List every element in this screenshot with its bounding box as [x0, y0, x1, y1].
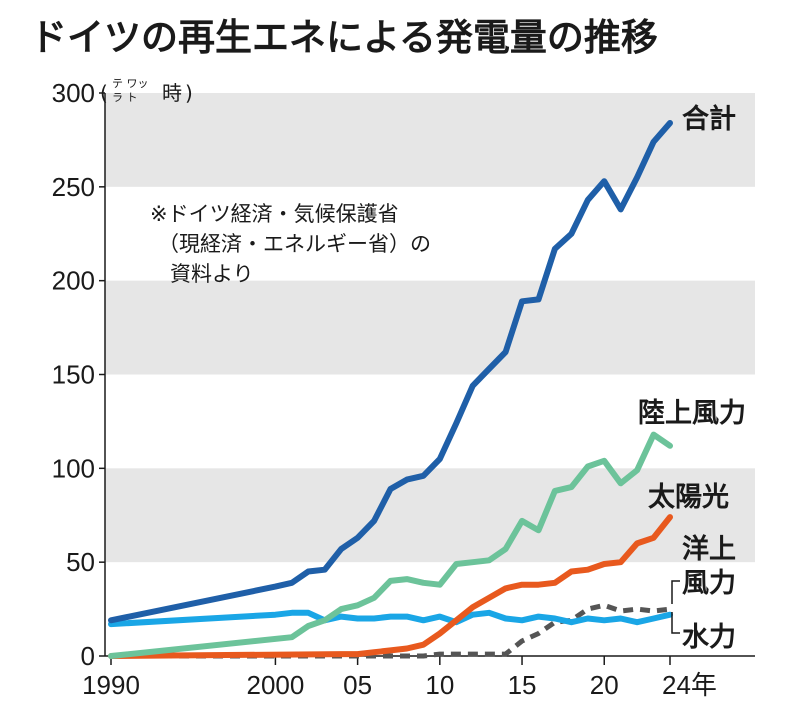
source-note: ※ドイツ経済・気候保護省 （現経済・エネルギー省）の 資料より: [150, 202, 431, 286]
offshore-leader-line: [671, 580, 680, 604]
hydro-leader-line: [671, 612, 680, 634]
grid-band: [105, 93, 755, 187]
source-note-line-1: ※ドイツ経済・気候保護省: [150, 202, 399, 226]
y-axis: 0 50 100 150 200 250 300: [52, 78, 106, 671]
series-lines: [108, 120, 673, 659]
unit-main: 時: [162, 81, 182, 105]
label-total: 合計: [682, 103, 736, 135]
source-note-line-3: 資料より: [170, 262, 254, 286]
x-tick-label: 10: [425, 670, 454, 700]
unit-ruby-bottom: ラ ト: [112, 91, 138, 104]
grid-bands: [105, 93, 755, 563]
x-tick-label: 15: [508, 670, 537, 700]
x-axis: 1990 2000 05 10 15 20 24年: [82, 655, 755, 700]
label-offshore-line-2: 風力: [682, 568, 736, 599]
y-tick-label: 100: [52, 453, 95, 483]
y-tick-label: 50: [66, 547, 95, 577]
label-hydro: 水力: [682, 622, 736, 653]
label-onshore-wind: 陸上風力: [638, 398, 746, 429]
source-note-line-2: （現経済・エネルギー省）の: [158, 232, 431, 256]
series-labels: 合計 陸上風力 太陽光 洋上 風力 水力: [638, 103, 746, 653]
x-tick-label: 1990: [82, 670, 140, 700]
grid-band: [105, 280, 755, 375]
y-tick-label: 300: [52, 78, 95, 108]
label-offshore-line-1: 洋上: [682, 533, 736, 565]
series-line-offshore-wind: [111, 602, 671, 659]
series-line-onshore-wind: [108, 431, 673, 659]
series-line-total: [108, 120, 673, 624]
label-solar: 太陽光: [648, 482, 729, 513]
series-line-hydro: [108, 609, 673, 628]
unit-open-paren: (: [100, 81, 108, 105]
x-tick-label: 20: [590, 670, 619, 700]
y-axis-unit: ( テ ワッ ラ ト 時 ): [100, 77, 193, 105]
y-tick-label: 150: [52, 360, 95, 390]
series-line-solar: [108, 514, 673, 659]
x-tick-label: 2000: [246, 670, 304, 700]
y-tick-label: 200: [52, 266, 95, 296]
grid-band: [105, 468, 755, 563]
y-tick-label: 250: [52, 172, 95, 202]
chart-title: ドイツの再生エネによる発電量の推移: [30, 16, 658, 59]
unit-ruby-top: テ ワッ: [112, 77, 149, 90]
x-tick-label: 05: [343, 670, 372, 700]
label-leaders: [671, 580, 680, 634]
x-tick-label: 24年: [662, 670, 717, 700]
y-tick-label: 0: [81, 641, 95, 671]
unit-close-paren: ): [185, 81, 193, 105]
